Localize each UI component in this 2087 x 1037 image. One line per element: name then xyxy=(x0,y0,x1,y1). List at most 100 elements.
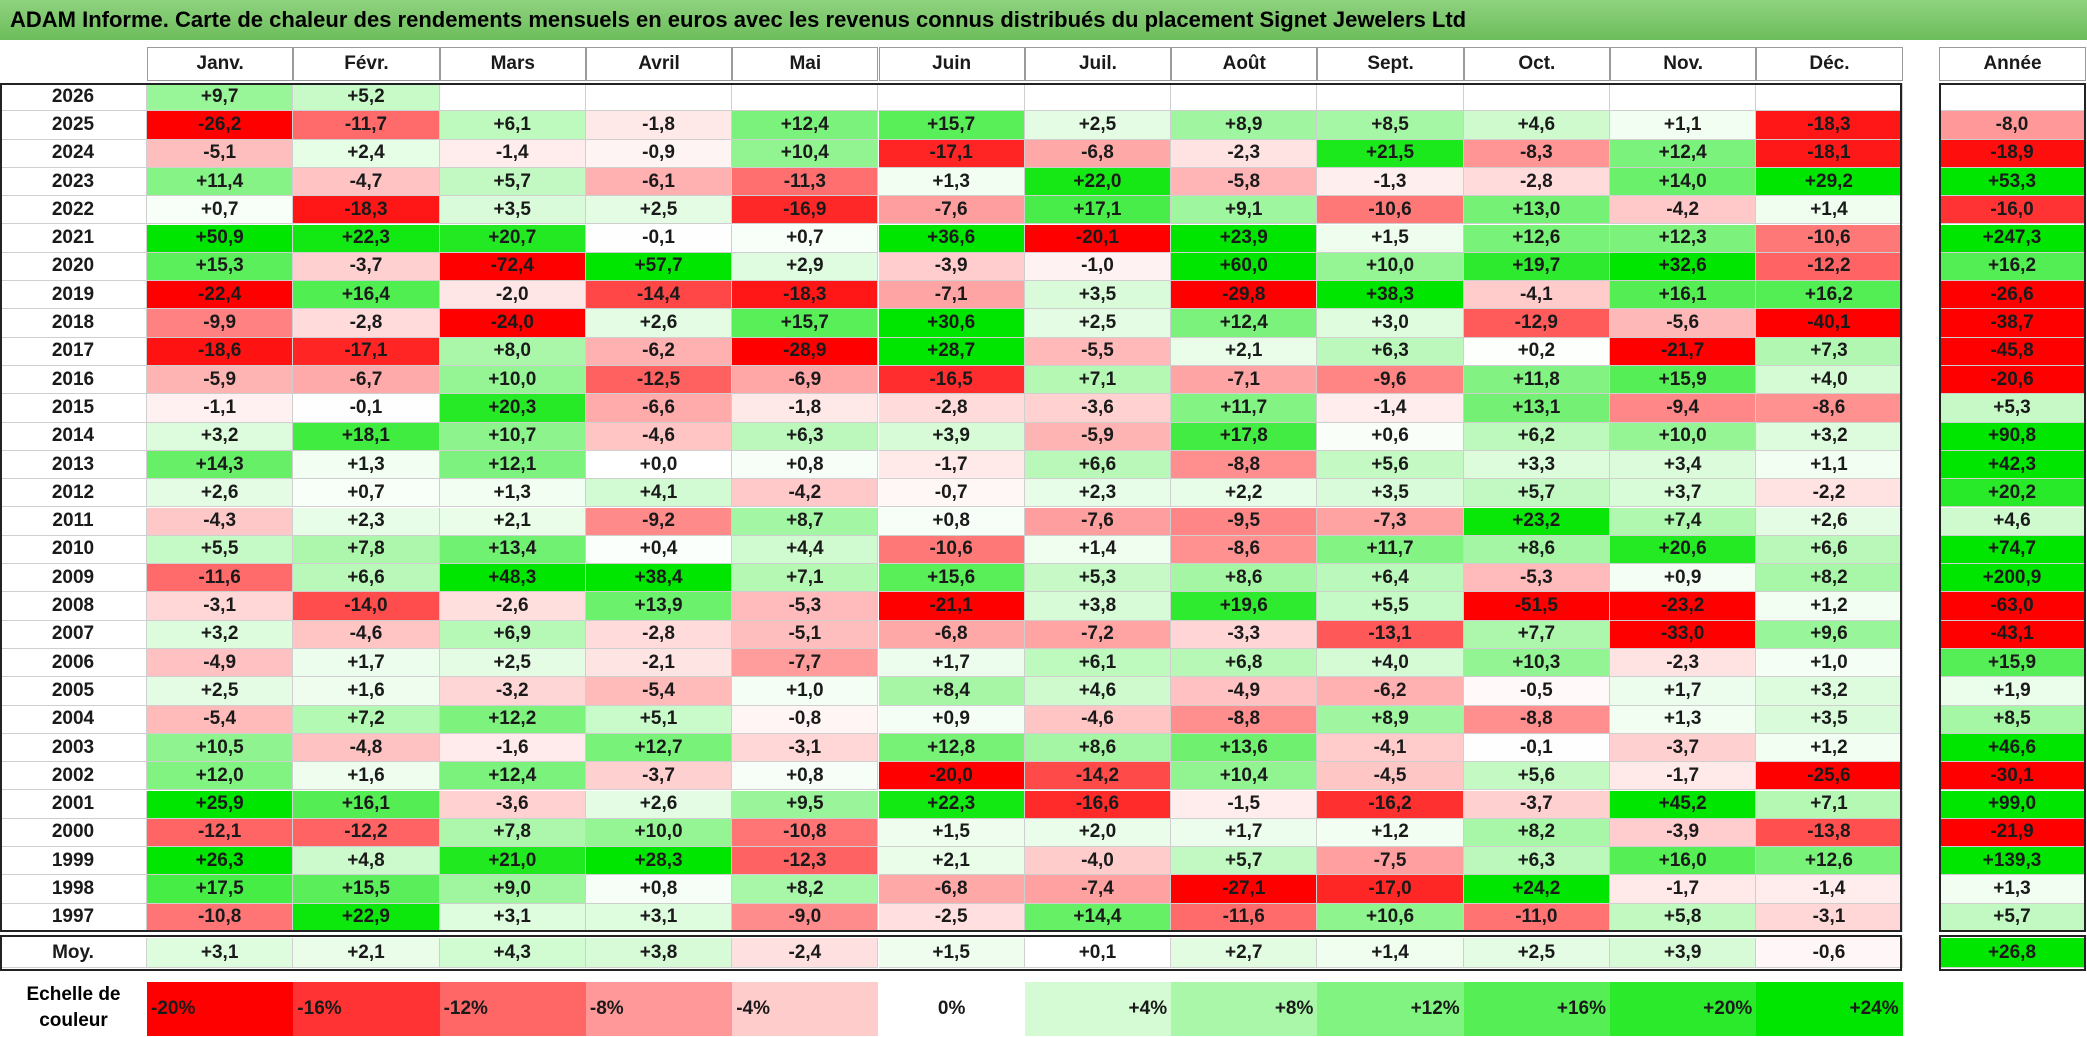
chart-title: ADAM Informe. Carte de chaleur des rende… xyxy=(0,0,2087,40)
heatmap-cell: -16,5 xyxy=(878,366,1025,395)
heatmap-cell: -6,8 xyxy=(878,875,1025,904)
heatmap-cell: -7,1 xyxy=(878,281,1025,310)
heatmap-cell: -4,9 xyxy=(1171,677,1318,706)
heatmap-cell: +8,4 xyxy=(878,677,1025,706)
heatmap-cell: -3,7 xyxy=(1463,790,1610,819)
heatmap-cell: +8,9 xyxy=(1171,111,1318,140)
heatmap-cell: +1,7 xyxy=(1171,818,1318,848)
heatmap-cell: -6,2 xyxy=(1317,677,1464,706)
heatmap-cell: +6,2 xyxy=(1463,422,1610,451)
heatmap-cell: -1,5 xyxy=(1171,790,1318,819)
average-cell: +3,8 xyxy=(585,938,733,968)
heatmap-cell: +1,1 xyxy=(1756,450,1903,480)
heatmap-cell: +6,1 xyxy=(1024,649,1172,678)
heatmap-cell: +10,5 xyxy=(147,733,294,763)
heatmap-cell: +7,8 xyxy=(293,535,440,565)
heatmap-cell: +3,2 xyxy=(1756,677,1903,706)
heatmap-cell: -9,4 xyxy=(1610,394,1757,423)
heatmap-cell: -1,3 xyxy=(1317,167,1464,197)
heatmap-cell: +38,4 xyxy=(585,564,733,593)
heatmap-cell: +7,4 xyxy=(1610,507,1757,536)
heatmap-cell: -2,6 xyxy=(439,592,586,621)
color-scale-stop: +24% xyxy=(1756,982,1903,1036)
heatmap-cell: -40,1 xyxy=(1756,309,1903,338)
heatmap-cell: -6,7 xyxy=(293,366,440,395)
heatmap-cell: +0,7 xyxy=(293,479,440,508)
heatmap-cell: +7,1 xyxy=(1756,790,1903,819)
average-cell: -0,6 xyxy=(1756,938,1903,968)
heatmap-cell: -4,6 xyxy=(1024,705,1172,734)
heatmap-cell: +13,6 xyxy=(1171,733,1318,763)
heatmap-cell: +10,3 xyxy=(1463,649,1610,678)
heatmap-cell: +2,2 xyxy=(1171,479,1318,508)
year-label: 2013 xyxy=(0,450,147,480)
heatmap-cell xyxy=(1171,83,1318,112)
heatmap-cell: -5,3 xyxy=(1463,564,1610,593)
year-label: 2008 xyxy=(0,592,147,621)
heatmap-cell: +1,1 xyxy=(1610,111,1757,140)
heatmap-cell: +2,0 xyxy=(1024,818,1172,848)
annual-cell: +5,7 xyxy=(1939,903,2086,932)
heatmap-cell: +9,1 xyxy=(1171,196,1318,225)
heatmap-cell: -2,8 xyxy=(878,394,1025,423)
heatmap-cell: -9,0 xyxy=(732,903,879,932)
heatmap-cell: -3,7 xyxy=(1610,733,1757,763)
color-scale-label: Echelle de couleur xyxy=(26,984,121,1031)
heatmap-cell: -9,2 xyxy=(585,507,733,536)
month-header-4: Avril xyxy=(585,47,733,81)
heatmap-cell: +15,5 xyxy=(293,875,440,904)
heatmap-cell: -4,5 xyxy=(1317,762,1464,791)
heatmap-cell: -7,2 xyxy=(1024,620,1172,649)
year-label: 2004 xyxy=(0,705,147,734)
heatmap-cell: +12,4 xyxy=(439,762,586,791)
heatmap-cell: +8,2 xyxy=(1756,564,1903,593)
heatmap-cell: +22,3 xyxy=(293,224,440,253)
heatmap-cell: -5,4 xyxy=(585,677,733,706)
annual-cell: +139,3 xyxy=(1939,847,2086,876)
heatmap-cell: -3,9 xyxy=(1610,818,1757,848)
heatmap-cell: -12,2 xyxy=(1756,252,1903,282)
heatmap-cell: +20,7 xyxy=(439,224,586,253)
heatmap-cell: -26,2 xyxy=(147,111,294,140)
heatmap-cell xyxy=(585,83,733,112)
average-label: Moy. xyxy=(0,938,147,968)
heatmap-cell: +3,9 xyxy=(878,422,1025,451)
month-header-1: Janv. xyxy=(147,47,294,81)
annual-cell: +74,7 xyxy=(1939,535,2086,565)
annual-cell: +46,6 xyxy=(1939,733,2086,763)
annual-cell: -38,7 xyxy=(1939,309,2086,338)
heatmap-cell: +3,1 xyxy=(585,903,733,932)
heatmap-cell: -2,5 xyxy=(878,903,1025,932)
heatmap-cell: +16,4 xyxy=(293,281,440,310)
heatmap-cell: +1,3 xyxy=(439,479,586,508)
average-cell: +1,4 xyxy=(1317,938,1464,968)
heatmap-cell: -0,7 xyxy=(878,479,1025,508)
heatmap-cell: +28,3 xyxy=(585,847,733,876)
heatmap-cell: +5,8 xyxy=(1610,903,1757,932)
heatmap-cell: -7,7 xyxy=(732,649,879,678)
heatmap-cell: +1,7 xyxy=(293,649,440,678)
year-label: 2024 xyxy=(0,139,147,168)
average-cell: +2,1 xyxy=(293,938,440,968)
heatmap-cell: -2,1 xyxy=(585,649,733,678)
heatmap-cell: +7,7 xyxy=(1463,620,1610,649)
heatmap-cell: -6,9 xyxy=(732,366,879,395)
heatmap-cell: -3,6 xyxy=(1024,394,1172,423)
heatmap-cell: -1,8 xyxy=(732,394,879,423)
heatmap-cell: +10,0 xyxy=(1317,252,1464,282)
heatmap-cell: -6,6 xyxy=(585,394,733,423)
heatmap-cell: +12,4 xyxy=(1610,139,1757,168)
heatmap-cell: -3,7 xyxy=(293,252,440,282)
heatmap-cell: -2,0 xyxy=(439,281,586,310)
heatmap-cell: -4,2 xyxy=(732,479,879,508)
heatmap-cell: +3,7 xyxy=(1610,479,1757,508)
heatmap-cell: +16,0 xyxy=(1610,847,1757,876)
month-header-2: Févr. xyxy=(293,47,440,81)
heatmap-cell: +8,2 xyxy=(732,875,879,904)
heatmap-cell: +6,8 xyxy=(1171,649,1318,678)
heatmap-cell: +12,4 xyxy=(732,111,879,140)
heatmap-cell: +10,0 xyxy=(439,366,586,395)
heatmap-cell: +6,3 xyxy=(1317,337,1464,366)
heatmap-cell: +32,6 xyxy=(1610,252,1757,282)
heatmap-cell: +8,2 xyxy=(1463,818,1610,848)
